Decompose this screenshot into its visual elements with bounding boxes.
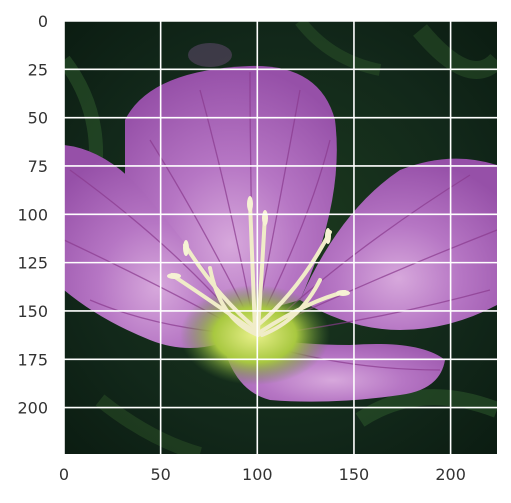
x-tick-label: 150 [339, 465, 370, 484]
y-tick-label: 125 [17, 254, 48, 273]
flower-photo [64, 21, 497, 454]
y-tick-label: 150 [17, 302, 48, 321]
y-tick-label: 0 [38, 12, 48, 31]
y-tick-label: 25 [28, 60, 48, 79]
x-tick-label: 100 [242, 465, 273, 484]
x-tick-label: 50 [150, 465, 170, 484]
y-tick-label: 100 [17, 205, 48, 224]
x-axis-ticks: 0 50 100 150 200 [59, 465, 466, 484]
y-tick-label: 200 [17, 399, 48, 418]
y-axis-ticks: 0 25 50 75 100 125 150 175 200 [17, 12, 48, 418]
anthers [167, 196, 350, 296]
y-tick-label: 50 [28, 109, 48, 128]
grid [64, 21, 497, 454]
y-tick-label: 175 [17, 350, 48, 369]
x-tick-label: 0 [59, 465, 69, 484]
y-tick-label: 75 [28, 157, 48, 176]
x-tick-label: 200 [435, 465, 466, 484]
petal-right [300, 158, 497, 330]
